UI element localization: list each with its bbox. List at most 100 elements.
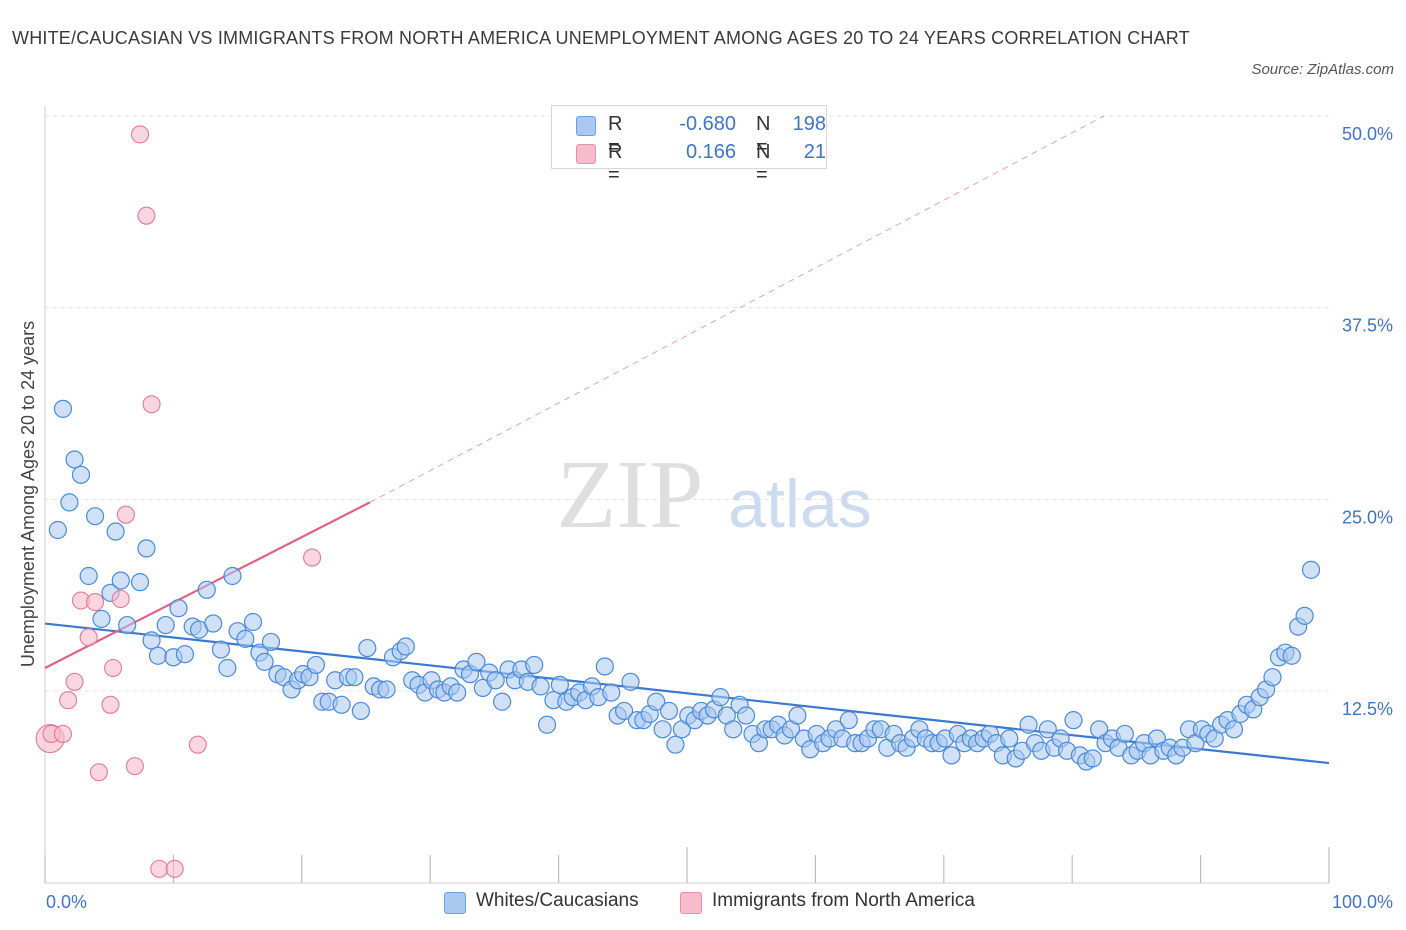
point-whites <box>204 614 223 633</box>
point-whites <box>218 658 237 678</box>
point-whites <box>1295 606 1314 625</box>
y-tick-label: 50.0% <box>1342 124 1393 144</box>
correlation-legend: R = -0.680 N = 198 R = 0.166 N = 21 <box>551 105 827 186</box>
point-whites <box>448 683 467 702</box>
point-whites <box>1224 720 1244 739</box>
legend-label-whites: Whites/Caucasians <box>476 890 639 911</box>
r-label: R = <box>608 141 623 186</box>
point-whites <box>839 711 858 730</box>
point-whites <box>175 645 195 664</box>
point-whites <box>1019 715 1038 734</box>
point-whites <box>614 701 634 721</box>
point-whites <box>169 599 188 618</box>
point-whites <box>60 493 79 512</box>
point-whites <box>1301 560 1321 579</box>
point-whites <box>351 701 370 721</box>
point-whites <box>137 539 156 558</box>
point-whites <box>537 715 557 734</box>
legend-swatch-whites <box>576 116 596 136</box>
point-whites <box>243 612 263 632</box>
point-whites <box>358 638 377 658</box>
point-whites <box>531 677 550 696</box>
point-whites <box>148 646 168 665</box>
point-whites <box>621 672 640 691</box>
point-immigrants <box>111 589 130 609</box>
point-whites <box>142 631 161 650</box>
point-immigrants <box>165 859 184 878</box>
point-whites <box>332 695 351 714</box>
point-whites <box>550 675 569 694</box>
point-whites <box>493 692 512 711</box>
point-immigrants <box>79 628 98 647</box>
point-whites <box>71 465 91 484</box>
r-value: -0.680 <box>679 113 736 135</box>
point-whites <box>236 629 255 648</box>
point-whites <box>48 520 67 540</box>
point-whites <box>595 657 614 676</box>
point-immigrants <box>116 505 135 524</box>
point-whites <box>736 706 756 725</box>
point-whites <box>724 720 743 739</box>
y-axis-label: Unemployment Among Ages 20 to 24 years <box>18 321 38 667</box>
legend-swatch-whites <box>444 892 466 914</box>
point-whites <box>1064 711 1083 730</box>
point-immigrants <box>59 691 78 710</box>
point-whites <box>211 640 231 659</box>
point-whites <box>1115 724 1134 744</box>
point-whites <box>156 615 175 635</box>
point-whites <box>396 637 415 656</box>
point-whites <box>711 688 730 707</box>
legend-label-immigrants: Immigrants from North America <box>712 890 975 911</box>
point-immigrants <box>303 548 322 567</box>
point-whites <box>85 507 105 526</box>
n-value: 198 <box>792 113 826 135</box>
point-whites <box>53 399 73 418</box>
point-whites <box>1083 749 1102 768</box>
point-immigrants <box>188 735 207 754</box>
legend-swatch-immigrants <box>680 892 702 914</box>
point-whites <box>261 632 281 652</box>
point-whites <box>106 522 125 541</box>
point-immigrants <box>150 859 169 878</box>
trend-lines <box>44 115 1330 765</box>
tick-labels: 12.5% 25.0% 37.5% 50.0% 0.0% 100.0% <box>46 124 1393 912</box>
point-whites <box>525 655 544 675</box>
point-immigrants <box>65 672 84 691</box>
point-whites <box>118 615 137 635</box>
point-whites <box>1282 646 1301 665</box>
point-immigrants <box>125 757 144 776</box>
point-immigrants <box>101 695 120 714</box>
chart-title: WHITE/CAUCASIAN VS IMMIGRANTS FROM NORTH… <box>12 28 1190 48</box>
point-immigrants <box>104 658 123 678</box>
point-whites <box>659 701 679 721</box>
axes <box>44 106 1330 884</box>
point-whites <box>467 652 486 671</box>
y-tick-label: 37.5% <box>1342 316 1393 336</box>
point-whites <box>647 692 666 711</box>
point-whites <box>1038 720 1057 739</box>
watermark: ZIP atlas <box>557 441 872 549</box>
point-whites <box>197 580 216 599</box>
point-whites <box>306 655 326 675</box>
legend-swatch-immigrants <box>576 144 596 164</box>
point-whites <box>788 706 807 725</box>
r-value: 0.166 <box>685 141 736 163</box>
r-label: R = <box>608 113 623 158</box>
point-whites <box>653 720 672 739</box>
point-immigrants <box>130 125 150 144</box>
point-whites <box>942 746 961 765</box>
point-whites <box>666 735 685 754</box>
point-whites <box>65 450 84 469</box>
trendline-immigrants-extension <box>369 115 1105 503</box>
point-whites <box>111 571 130 590</box>
point-immigrants <box>89 763 108 782</box>
point-immigrants <box>142 395 161 414</box>
source-label: Source: ZipAtlas.com <box>1251 61 1394 78</box>
point-immigrants <box>53 724 73 743</box>
point-immigrants <box>137 206 156 225</box>
point-whites <box>345 668 364 687</box>
point-whites <box>486 671 505 690</box>
n-label: N = <box>756 113 771 158</box>
point-whites <box>1000 729 1019 748</box>
